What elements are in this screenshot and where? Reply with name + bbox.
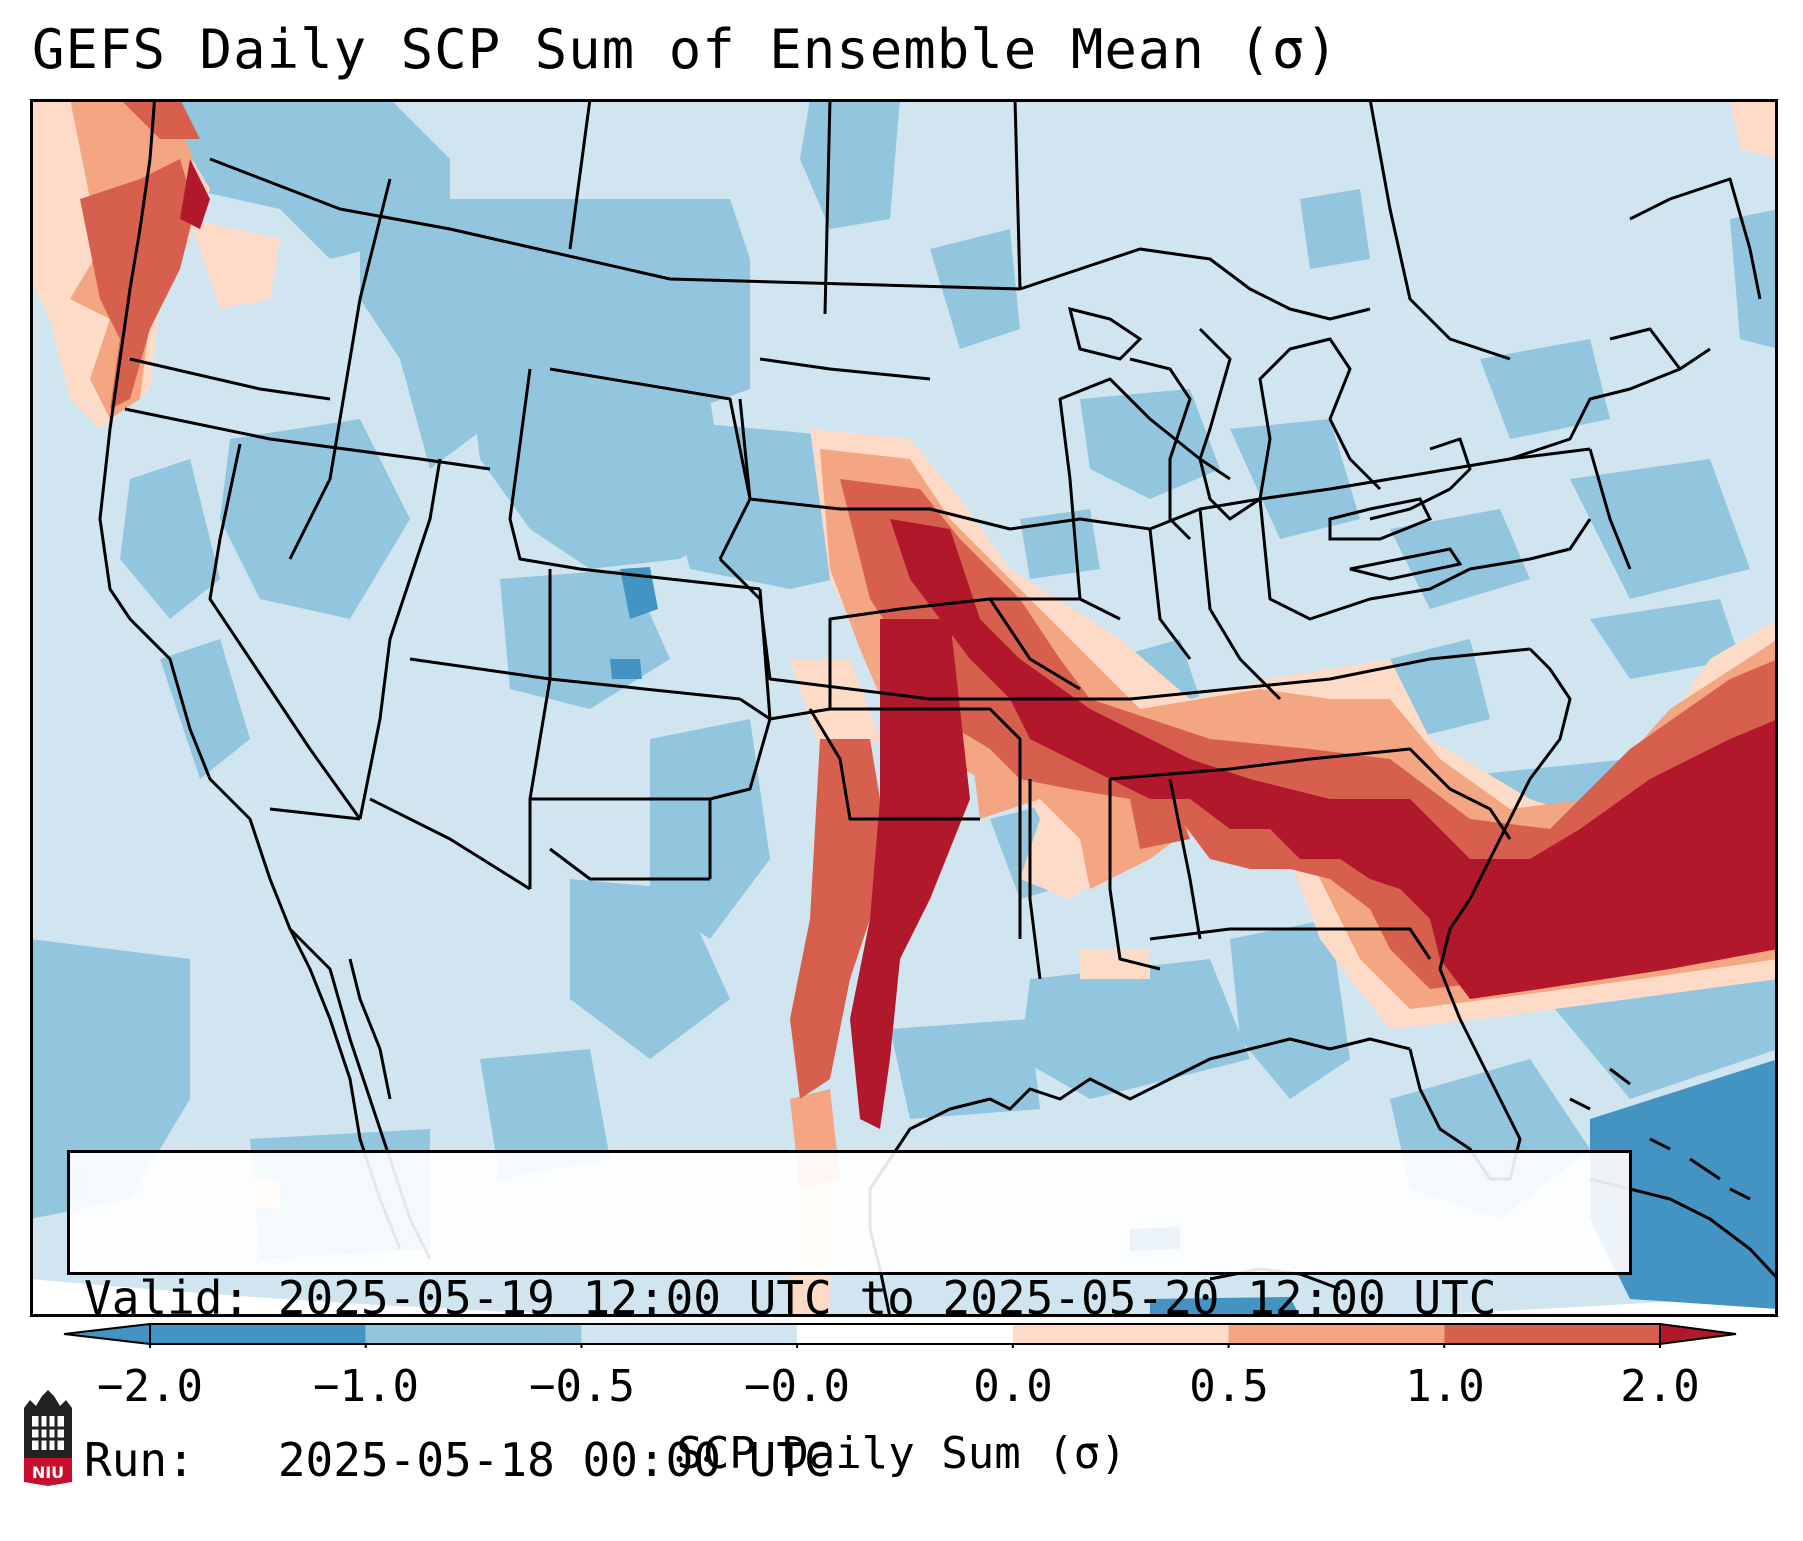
colorbar-tick-label: −0.5	[529, 1361, 635, 1412]
colorbar-tick-label: −2.0	[97, 1361, 203, 1412]
colorbar-segment	[581, 1324, 798, 1344]
colorbar-tick-label: −1.0	[313, 1361, 419, 1412]
above-average-max	[180, 159, 1778, 1129]
forecast-map	[30, 99, 1778, 1317]
map-title: GEFS Daily SCP Sum of Ensemble Mean (σ)	[32, 18, 1339, 81]
below-average-regions	[30, 99, 1778, 1259]
strong-below-regions	[610, 567, 1778, 1317]
state-borders	[98, 99, 1762, 1260]
colorbar-tick-label: 2.0	[1620, 1361, 1700, 1412]
colorbar-over-extension	[1659, 1322, 1737, 1346]
niu-logo-icon: NIU	[24, 1390, 72, 1486]
colorbar-frame	[149, 1323, 1661, 1345]
colorbar-segment	[1444, 1324, 1660, 1344]
niu-logo-text: NIU	[32, 1463, 64, 1482]
colorbar	[63, 1322, 1737, 1348]
run-time-line: Run: 2025-05-18 00:00 UTC	[84, 1433, 832, 1487]
colorbar-segment	[150, 1324, 366, 1344]
colorbar-label: SCP Daily Sum (σ)	[676, 1428, 1127, 1479]
great-lakes-outlines	[1067, 306, 1463, 581]
colorbar-tick-label: 1.0	[1405, 1361, 1485, 1412]
colorbar-tick-label: 0.5	[1189, 1361, 1269, 1412]
colorbar-under-extension	[63, 1322, 151, 1346]
map-frame	[30, 99, 1778, 1317]
valid-time-line: Valid: 2025-05-19 12:00 UTC to 2025-05-2…	[84, 1271, 1497, 1325]
colorbar-segment	[1012, 1324, 1229, 1344]
colorbar-tick-label: 0.0	[973, 1361, 1053, 1412]
colorbar-segment	[797, 1324, 1013, 1344]
colorbar-segment	[365, 1324, 582, 1344]
colorbar-segments	[63, 1322, 1737, 1348]
projection-edge	[30, 1279, 1778, 1317]
valid-run-info-box: Valid: 2025-05-19 12:00 UTC to 2025-05-2…	[67, 1150, 1632, 1487]
colorbar-segment	[1228, 1324, 1445, 1344]
colorbar-tick-label: −0.0	[744, 1361, 850, 1412]
